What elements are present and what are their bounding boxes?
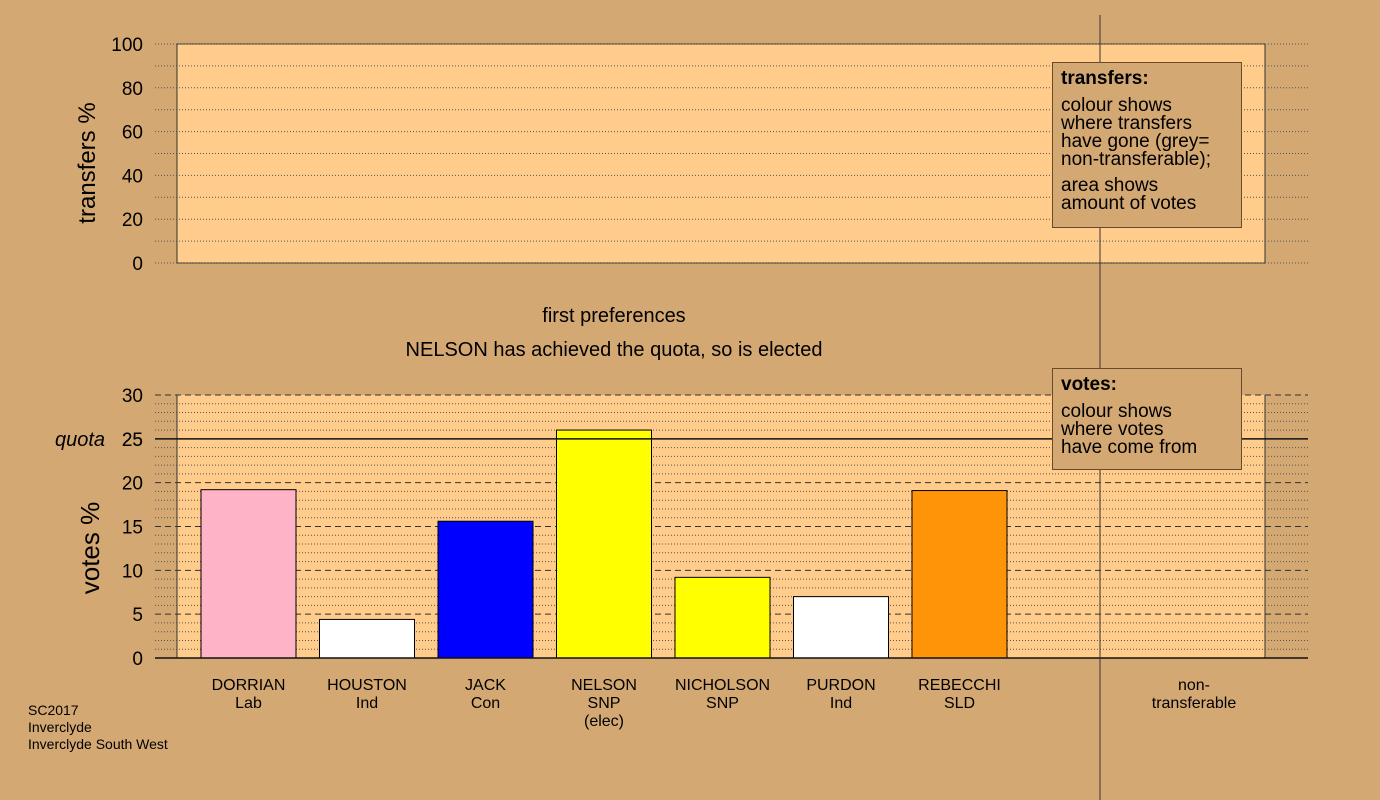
transfers-axis-label: transfers % [74, 102, 101, 223]
footer: SC2017 Inverclyde Inverclyde South West [28, 702, 168, 753]
transfers-tick-label: 20 [122, 210, 143, 231]
candidate-label: Ind [830, 695, 852, 712]
candidate-label: Con [471, 695, 500, 712]
transfers-legend-line: have gone (grey= [1061, 131, 1210, 152]
votes-tick-label: 15 [122, 518, 143, 539]
transfers-tick-label: 80 [122, 79, 143, 100]
votes-tick-label: 10 [122, 561, 143, 582]
candidate-label: (elec) [584, 713, 624, 730]
transfers-tick-label: 60 [122, 123, 143, 144]
votes-tick-label: 20 [122, 474, 143, 495]
votes-axis-label: votes % [75, 502, 105, 595]
transfers-tick-label: 40 [122, 166, 143, 187]
transfers-legend-line: where transfers [1061, 113, 1192, 134]
non-transferable-label: non- [1178, 677, 1210, 694]
transfers-legend-line: area shows [1061, 175, 1159, 196]
votes-tick-label: 0 [132, 649, 143, 670]
votes-legend-line: colour shows [1061, 401, 1172, 422]
candidate-label: NELSON [571, 677, 637, 694]
candidate-label: HOUSTON [327, 677, 407, 694]
candidate-label: JACK [465, 677, 506, 694]
candidate-label: DORRIAN [212, 677, 286, 694]
chart-title: first preferences [542, 305, 685, 327]
votes-legend-title: votes: [1061, 374, 1117, 395]
vote-bar [200, 489, 297, 659]
votes-legend-line: where votes [1061, 419, 1164, 440]
vote-bar [911, 490, 1008, 659]
footer-election: SC2017 [28, 702, 79, 718]
transfers-tick-label: 0 [132, 254, 143, 275]
quota-tick-label: 25 [122, 430, 143, 451]
votes-legend-line: have come from [1061, 437, 1198, 458]
quota-label: quota [55, 429, 105, 451]
footer-ward: Inverclyde South West [28, 736, 168, 752]
candidate-label: SNP [588, 695, 621, 712]
candidate-label: SLD [944, 695, 975, 712]
votes-tick-label: 30 [122, 386, 143, 407]
chart-subtitle: NELSON has achieved the quota, so is ele… [406, 339, 823, 361]
vote-bar [319, 618, 415, 659]
transfers-legend-title: transfers: [1061, 68, 1149, 89]
transfers-legend-line: colour shows [1061, 95, 1172, 116]
transfers-legend-line: non-transferable); [1061, 149, 1211, 170]
transfers-legend-line: amount of votes [1061, 193, 1197, 214]
candidate-label: Ind [356, 695, 378, 712]
transfers-tick-label: 100 [111, 35, 143, 56]
candidate-label: NICHOLSON [675, 677, 770, 694]
non-transferable-label: transferable [1152, 695, 1237, 712]
footer-council: Inverclyde [28, 719, 92, 735]
vote-bar [793, 596, 889, 659]
votes-tick-label: 5 [132, 605, 143, 626]
votes-tick-label: 25 [122, 430, 143, 451]
vote-bar [437, 520, 534, 659]
transfers-legend: transfers: colour shows where transfers … [1052, 62, 1242, 228]
candidate-label: SNP [706, 695, 739, 712]
candidate-label: Lab [235, 695, 262, 712]
votes-legend: votes: colour shows where votes have com… [1052, 368, 1242, 470]
candidate-label: REBECCHI [918, 677, 1001, 694]
vote-bar [674, 576, 771, 659]
vote-bar [556, 429, 652, 659]
candidate-label: PURDON [806, 677, 875, 694]
